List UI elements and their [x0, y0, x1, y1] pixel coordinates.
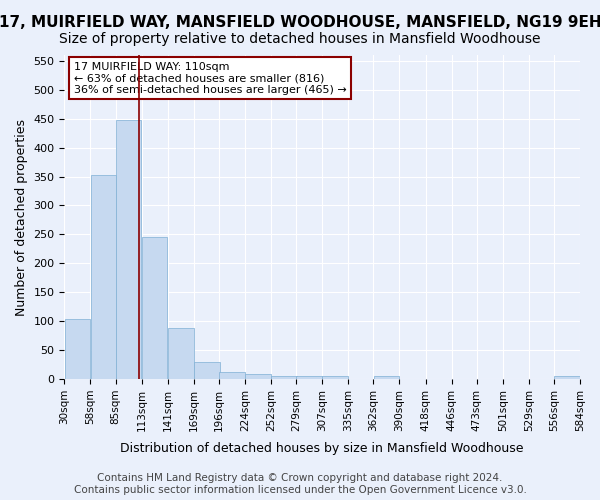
- Bar: [142, 238, 167, 379]
- Bar: [554, 376, 580, 379]
- Text: Contains HM Land Registry data © Crown copyright and database right 2024.
Contai: Contains HM Land Registry data © Crown c…: [74, 474, 526, 495]
- Bar: [91, 175, 116, 379]
- Bar: [245, 374, 271, 379]
- Text: 17, MUIRFIELD WAY, MANSFIELD WOODHOUSE, MANSFIELD, NG19 9EH: 17, MUIRFIELD WAY, MANSFIELD WOODHOUSE, …: [0, 15, 600, 30]
- Bar: [322, 376, 348, 379]
- Bar: [65, 320, 90, 379]
- Bar: [168, 328, 194, 379]
- Bar: [194, 362, 220, 379]
- Text: 17 MUIRFIELD WAY: 110sqm
← 63% of detached houses are smaller (816)
36% of semi-: 17 MUIRFIELD WAY: 110sqm ← 63% of detach…: [74, 62, 346, 94]
- Text: Size of property relative to detached houses in Mansfield Woodhouse: Size of property relative to detached ho…: [59, 32, 541, 46]
- X-axis label: Distribution of detached houses by size in Mansfield Woodhouse: Distribution of detached houses by size …: [121, 442, 524, 455]
- Bar: [219, 372, 245, 379]
- Bar: [374, 376, 399, 379]
- Bar: [271, 376, 297, 379]
- Bar: [116, 120, 142, 379]
- Y-axis label: Number of detached properties: Number of detached properties: [15, 118, 28, 316]
- Bar: [296, 376, 322, 379]
